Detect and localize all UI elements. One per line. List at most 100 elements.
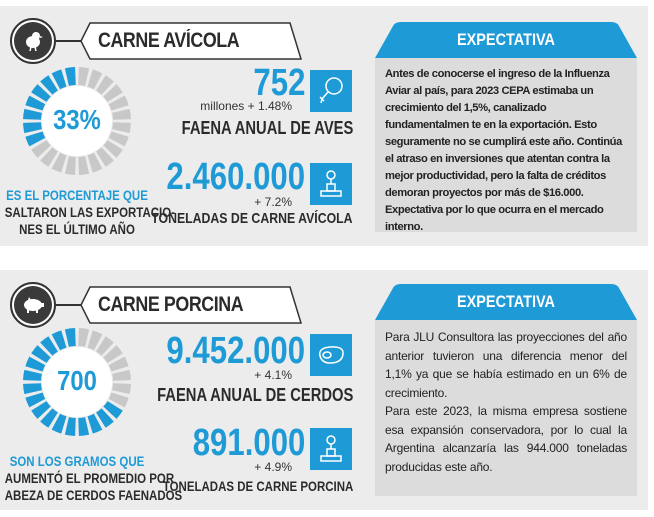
ring-segment-empty <box>103 84 123 102</box>
ring-segment-empty <box>78 67 90 86</box>
connector-line <box>56 304 82 306</box>
ring-segment-empty <box>112 369 131 381</box>
expectativa-title: EXPECTATIVA <box>457 30 555 49</box>
ring-segment-filled <box>87 413 103 434</box>
ring-segment-empty <box>87 69 103 90</box>
steak-icon <box>310 334 352 376</box>
progress-ring: 700 <box>22 327 132 437</box>
stat-value-wrap: 9.452.000 <box>100 330 305 374</box>
ring-segment-empty <box>108 95 129 111</box>
section-title-banner: CARNE AVÍCOLA <box>80 22 302 60</box>
expectativa-paragraph: Antes de conocerse el ingreso de la Infl… <box>385 68 622 233</box>
ring-segment-filled <box>23 369 42 381</box>
ring-segment-empty <box>87 152 103 173</box>
ring-segment-empty <box>108 392 129 408</box>
stat-value-wrap: 891.000 <box>100 422 305 466</box>
stat-sub: millones + 1.48% <box>200 99 292 113</box>
expectativa-header: EXPECTATIVA <box>375 284 637 320</box>
ring-segment-empty <box>40 147 58 167</box>
expectativa-box: EXPECTATIVA Antes de conocerse el ingres… <box>375 22 637 233</box>
ring-segment-empty <box>108 356 129 372</box>
caption-highlight: ES EL PORCENTAJE QUE <box>6 188 148 203</box>
expectativa-paragraph: Para JLU Consultora las proyecciones del… <box>385 330 627 400</box>
ring-value: 700 <box>57 365 97 396</box>
ring-segment-filled <box>31 401 51 419</box>
stat-sub: + 4.9% <box>254 460 292 474</box>
ring-segment-filled <box>64 328 76 347</box>
chick-icon <box>10 18 56 64</box>
ring-segment-filled <box>25 131 46 147</box>
section-carne-porcina: CARNE PORCINA 700 SON LOS GRAMOS QUE AUM… <box>0 270 648 510</box>
stat-value: 891.000 <box>192 422 305 464</box>
expectativa-title: EXPECTATIVA <box>457 292 555 311</box>
ring-segment-empty <box>103 140 123 158</box>
ring-segment-filled <box>103 401 123 419</box>
ring-segment-empty <box>78 156 90 175</box>
stat-label: FAENA ANUAL DE AVES <box>181 118 353 138</box>
scale-icon <box>310 428 352 470</box>
ring-segment-filled <box>31 84 51 102</box>
expectativa-text: Antes de conocerse el ingreso de la Infl… <box>375 58 637 233</box>
connector-line <box>56 40 82 42</box>
section-carne-avicola: CARNE AVÍCOLA 33% ES EL PORCENTAJE QUE S… <box>0 6 648 246</box>
ring-segment-empty <box>103 345 123 363</box>
ring-segment-filled <box>25 95 46 111</box>
ring-segment-filled <box>23 383 42 395</box>
ring-segment-filled <box>25 356 46 372</box>
ring-segment-filled <box>64 67 76 86</box>
stat-label: TONELADAS DE CARNE PORCINA <box>162 478 353 494</box>
ring-segment-empty <box>51 152 67 173</box>
ring-segment-empty <box>112 383 131 395</box>
ring-segment-filled <box>64 417 76 436</box>
scale-icon <box>310 163 352 205</box>
ring-segment-filled <box>31 345 51 363</box>
ring-segment-empty <box>31 140 51 158</box>
section-title: CARNE PORCINA <box>98 293 244 316</box>
ring-center <box>42 347 112 417</box>
stat-value-wrap: 2.460.000 <box>100 156 305 200</box>
ring-segment-filled <box>78 417 90 436</box>
expectativa-text: Para JLU Consultora las proyecciones del… <box>375 320 637 496</box>
section-title: CARNE AVÍCOLA <box>98 29 240 52</box>
ring-segment-filled <box>40 336 58 356</box>
ring-value: 33% <box>53 104 101 135</box>
ring-segment-filled <box>25 392 46 408</box>
stat-label: FAENA ANUAL DE CERDOS <box>156 385 353 405</box>
ring-segment-filled <box>51 69 67 90</box>
stat-value: 2.460.000 <box>166 156 305 198</box>
ring-segment-empty <box>78 328 90 347</box>
ring-segment-empty <box>112 108 131 120</box>
caption-line: AUMENTÓ EL PROMEDIO POR <box>4 471 175 486</box>
ring-segment-empty <box>64 156 76 175</box>
expectativa-box: EXPECTATIVA Para JLU Consultora las proy… <box>375 284 637 496</box>
stat-value: 752 <box>253 62 305 104</box>
ring-caption: ES EL PORCENTAJE QUE SALTARON LAS EXPORT… <box>4 187 175 238</box>
pig-icon <box>10 282 56 328</box>
ring-segment-filled <box>23 122 42 134</box>
expectativa-paragraph: Para este 2023, la misma empresa sostien… <box>385 404 627 474</box>
ring-segment-empty <box>96 147 114 167</box>
stat-sub: + 4.1% <box>254 368 292 382</box>
caption-line: ABEZA DE CERDOS FAENADOS <box>4 488 183 503</box>
ring-segment-filled <box>23 108 42 120</box>
chicken-leg-icon <box>310 70 352 112</box>
caption-line: SALTARON LAS EXPORTACIO- <box>4 205 175 220</box>
ring-segment-filled <box>51 413 67 434</box>
expectativa-header: EXPECTATIVA <box>375 22 637 58</box>
ring-segment-empty <box>96 75 114 95</box>
ring-segment-filled <box>40 408 58 428</box>
stat-value-wrap: 752 <box>150 62 305 104</box>
ring-segment-empty <box>87 330 103 351</box>
caption-line: NES EL ÚLTIMO AÑO <box>19 222 135 237</box>
section-title-banner: CARNE PORCINA <box>80 286 302 324</box>
ring-caption: SON LOS GRAMOS QUE AUMENTÓ EL PROMEDIO P… <box>4 453 183 504</box>
ring-segment-filled <box>40 75 58 95</box>
ring-segment-filled <box>51 330 67 351</box>
ring-segment-empty <box>112 122 131 134</box>
ring-segment-filled <box>96 408 114 428</box>
ring-center <box>42 86 112 156</box>
stat-value: 9.452.000 <box>166 330 305 372</box>
ring-segment-empty <box>96 336 114 356</box>
caption-highlight: SON LOS GRAMOS QUE <box>9 454 145 469</box>
stat-sub: + 7.2% <box>254 195 292 209</box>
